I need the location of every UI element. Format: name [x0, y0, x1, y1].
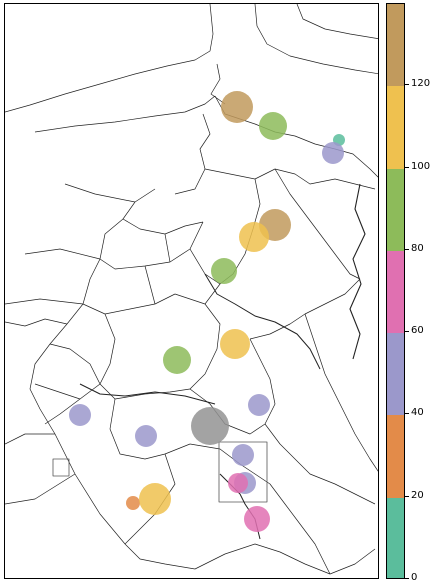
district-border [189, 443, 331, 575]
colorbar-tick: 80 [405, 242, 430, 256]
highlight-box [218, 441, 268, 503]
colorbar-tick: 20 [405, 489, 430, 503]
district-border [174, 293, 221, 390]
district-border [304, 313, 378, 472]
colorbar-tick-label: 40 [411, 407, 424, 419]
district-border [204, 168, 376, 190]
colorbar-tick: 120 [405, 78, 430, 91]
data-bubble [211, 258, 237, 284]
colorbar-segment [387, 333, 404, 416]
district-border [99, 313, 191, 400]
data-bubble [69, 404, 91, 426]
data-bubble [220, 329, 250, 359]
colorbar-segment [387, 4, 404, 87]
colorbar-segment [387, 168, 404, 251]
district-border [164, 233, 171, 263]
colorbar-segment [387, 497, 404, 578]
colorbar-tick-mark [405, 166, 409, 168]
colorbar-segment [387, 415, 404, 498]
colorbar-tick-label: 100 [411, 160, 430, 172]
district-border [24, 248, 101, 260]
river [79, 383, 216, 405]
colorbar-tick-mark [405, 248, 409, 250]
data-bubble [163, 346, 191, 374]
district-border [122, 188, 204, 235]
colorbar-tick: 40 [405, 407, 430, 420]
district-border [54, 433, 376, 575]
data-bubble [139, 483, 171, 515]
district-border [5, 298, 84, 305]
data-bubble [232, 444, 254, 466]
highlight-box [52, 458, 70, 477]
map-panel [4, 3, 379, 579]
district-border [5, 473, 76, 505]
international-border [210, 63, 226, 105]
district-border [264, 423, 376, 505]
data-bubble [126, 496, 140, 510]
colorbar-tick-label: 120 [411, 78, 430, 90]
data-bubble [322, 142, 344, 164]
district-border [109, 398, 191, 460]
district-border [5, 433, 55, 445]
international-border [5, 4, 214, 113]
international-border [296, 4, 378, 40]
district-border [174, 113, 211, 195]
colorbar-tick: 100 [405, 160, 430, 174]
data-bubble [248, 394, 270, 416]
colorbar-tick-label: 60 [411, 325, 424, 337]
coastline [349, 183, 366, 360]
district-border [44, 343, 101, 425]
colorbar-tick-mark [405, 495, 409, 497]
international-border [254, 4, 378, 75]
international-border [34, 95, 216, 133]
district-border [274, 168, 361, 280]
map-canvas [5, 4, 378, 575]
colorbar [386, 3, 405, 579]
colorbar-tick-mark [405, 331, 409, 333]
colorbar-tick-label: 0 [411, 572, 418, 583]
colorbar-segment [387, 250, 404, 334]
data-bubble [191, 407, 229, 445]
data-bubble [244, 506, 270, 532]
colorbar-tick: 60 [405, 325, 430, 338]
district-border [34, 383, 81, 400]
boundary-lines [5, 4, 378, 575]
data-bubble [239, 222, 269, 252]
bubble-layer [69, 91, 345, 532]
data-bubble [259, 112, 287, 140]
colorbar-tick: 0 [405, 572, 430, 585]
district-border [99, 218, 204, 270]
district-border [249, 278, 361, 340]
district-border [144, 265, 156, 305]
district-border [5, 318, 68, 327]
colorbar-tick-mark [405, 413, 409, 415]
data-bubble [135, 425, 157, 447]
colorbar-tick-mark [405, 578, 409, 579]
colorbar-tick-label: 20 [411, 489, 424, 501]
data-bubble [221, 91, 253, 123]
colorbar-segment [387, 86, 404, 169]
colorbar-tick-mark [405, 84, 409, 86]
colorbar-tick-label: 80 [411, 242, 424, 254]
data-bubble [228, 473, 248, 493]
river [204, 273, 321, 370]
district-border [64, 183, 136, 203]
